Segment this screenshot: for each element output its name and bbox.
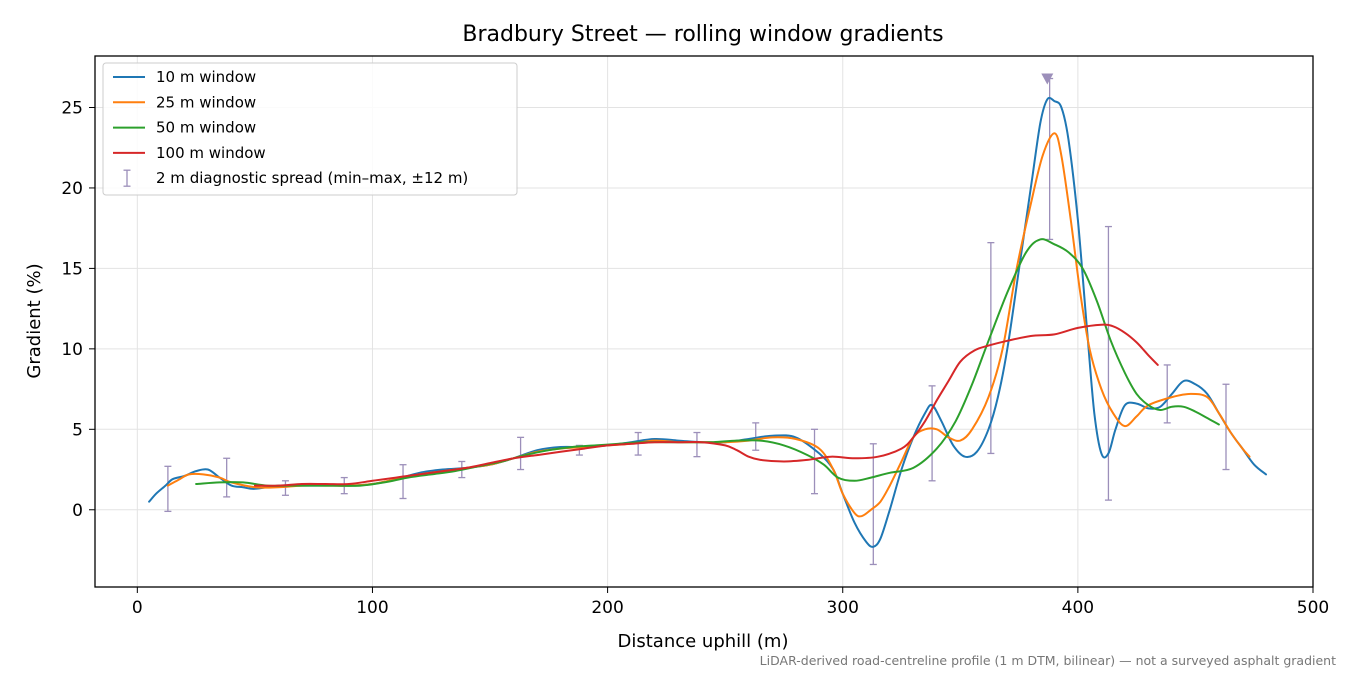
spread-errorbar (811, 428, 819, 495)
spread-errorbar (399, 464, 407, 500)
spread-errorbar (987, 242, 995, 455)
y-tick-label: 25 (61, 98, 83, 118)
spread-errorbar (281, 480, 289, 496)
y-tick-label: 0 (72, 501, 83, 521)
legend-label: 50 m window (156, 119, 256, 137)
x-tick-label: 0 (132, 598, 143, 618)
series-lines (148, 96, 1267, 548)
legend-errorbar-swatch (123, 169, 131, 187)
legend-label: 2 m diagnostic spread (min–max, ±12 m) (156, 169, 468, 187)
spread-errorbar (223, 457, 231, 498)
legend-label: 100 m window (156, 144, 266, 162)
legend-label: 10 m window (156, 68, 256, 86)
x-tick-label: 300 (827, 598, 859, 618)
spread-errorbar (517, 436, 525, 471)
spread-errorbar (752, 422, 760, 451)
spread-errorbar (928, 385, 936, 482)
spread-errorbar (869, 443, 877, 566)
series-line-3 (195, 238, 1220, 487)
x-tick-label: 400 (1062, 598, 1094, 618)
y-tick-label: 5 (72, 420, 83, 440)
spread-errorbar (693, 431, 701, 458)
y-tick-label: 20 (61, 179, 83, 199)
legend-box (102, 62, 518, 196)
legend-label: 25 m window (156, 93, 256, 111)
x-axis-label: Distance uphill (m) (618, 631, 789, 652)
spread-errorbar (1163, 364, 1171, 424)
x-tick-label: 500 (1297, 598, 1329, 618)
x-tick-label: 100 (356, 598, 388, 618)
x-axis-ticks: 0 100 200 300 400 500 (132, 587, 1329, 618)
footnote: LiDAR-derived road-centreline profile (1… (760, 653, 1336, 668)
peak-marker (1041, 73, 1054, 85)
y-axis-label: Gradient (%) (24, 263, 45, 378)
spread-errorbar (164, 465, 172, 513)
series-line-4 (253, 323, 1159, 487)
y-axis-ticks: 0 5 10 15 20 25 (61, 98, 95, 521)
legend: 10 m window 25 m window 50 m window 100 m w… (102, 62, 518, 196)
x-tick-label: 200 (591, 598, 623, 618)
chart-title: Bradbury Street — rolling window gradien… (462, 22, 943, 47)
y-tick-label: 15 (61, 259, 83, 279)
y-tick-label: 10 (61, 340, 83, 360)
plot-frame (94, 55, 1314, 588)
peak-marker-group (1041, 73, 1054, 85)
